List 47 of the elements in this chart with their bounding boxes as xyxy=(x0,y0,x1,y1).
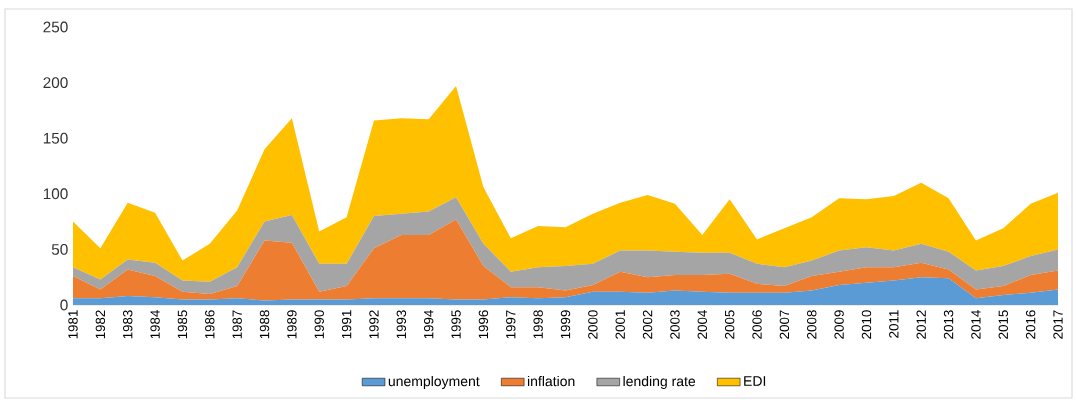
x-tick-label: 2006 xyxy=(752,310,762,339)
x-tick-label: 1993 xyxy=(396,310,407,339)
x-tick-label: 1987 xyxy=(232,310,242,339)
x-tick-label: 1996 xyxy=(478,310,489,339)
y-tick-label: 100 xyxy=(43,188,68,200)
x-tick-label: 2013 xyxy=(943,310,954,339)
x-tick-label: 1998 xyxy=(533,310,543,339)
legend-label: inflation xyxy=(527,375,575,387)
x-tick-label: 1991 xyxy=(341,310,352,339)
x-tick-label: 2015 xyxy=(998,310,1008,339)
legend-label: EDI xyxy=(744,376,766,386)
x-tick-label: 1992 xyxy=(369,310,379,339)
x-tick-label: 2000 xyxy=(588,310,598,339)
x-tick-label: 2009 xyxy=(834,310,844,339)
x-tick-label: 2003 xyxy=(670,310,680,339)
y-tick-label: 0 xyxy=(60,299,68,311)
x-tick-label: 2016 xyxy=(1025,310,1036,339)
x-tick-label: 2012 xyxy=(916,310,926,339)
x-tick-label: 1983 xyxy=(123,310,133,339)
x-tick-label: 2011 xyxy=(889,310,899,338)
legend-label: unemployment xyxy=(388,375,480,389)
x-tick-label: 1999 xyxy=(560,310,571,339)
y-tick-label: 250 xyxy=(43,21,68,33)
x-tick-label: 1985 xyxy=(177,310,188,339)
x-tick-label: 1984 xyxy=(150,310,160,339)
legend-label: lending rate xyxy=(623,375,696,389)
x-tick-label: 2001 xyxy=(615,310,625,339)
x-tick-label: 1989 xyxy=(287,310,297,339)
y-tick-label: 50 xyxy=(51,243,68,255)
x-tick-label: 1994 xyxy=(423,310,434,339)
y-tick-label: 150 xyxy=(43,132,68,144)
x-tick-label: 1997 xyxy=(506,310,516,339)
x-tick-label: 2004 xyxy=(697,310,708,339)
x-tick-label: 2014 xyxy=(971,310,981,339)
x-tick-label: 1995 xyxy=(451,310,461,339)
x-tick-label: 1981 xyxy=(68,310,78,339)
x-tick-label: 2002 xyxy=(642,310,653,339)
x-tick-label: 2010 xyxy=(861,310,872,339)
x-tick-label: 2008 xyxy=(807,310,817,339)
y-tick-label: 200 xyxy=(43,77,68,89)
x-tick-label: 2007 xyxy=(779,310,790,339)
x-tick-label: 1990 xyxy=(314,310,324,339)
x-tick-label: 2005 xyxy=(724,310,735,339)
x-tick-label: 1986 xyxy=(205,310,215,339)
x-tick-label: 1988 xyxy=(259,310,270,339)
x-tick-label: 2017 xyxy=(1053,310,1063,339)
x-tick-label: 1982 xyxy=(95,310,106,339)
